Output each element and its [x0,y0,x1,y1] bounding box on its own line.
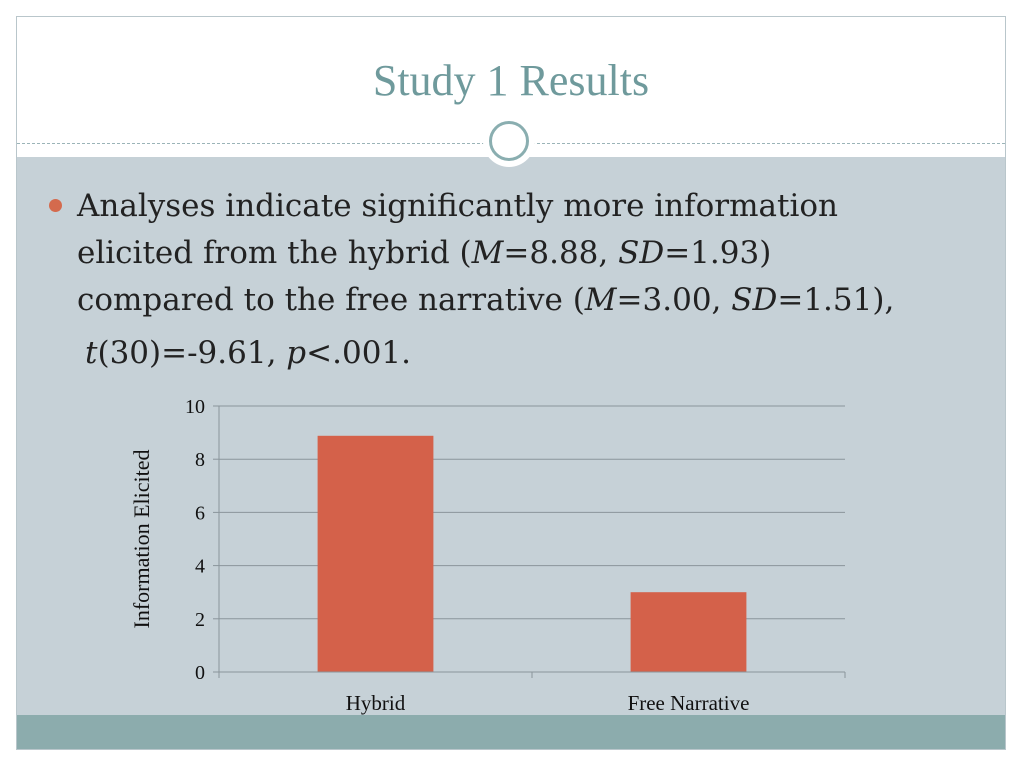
content-area [17,157,1005,717]
bullet-line: Analyses indicate significantly more inf… [77,183,969,230]
text-segment: =1.93) [664,235,772,271]
grid-lines [219,405,845,620]
italic-symbol: SD [618,235,665,271]
italic-symbol: p [286,335,307,371]
bar [317,435,434,672]
bullet-line: compared to the free narrative (M=3.00, … [77,277,969,324]
bar [630,592,747,672]
bullet-text: Analyses indicate significantly more inf… [77,183,969,377]
slide-title: Study 1 Results [372,56,650,105]
y-tick-label: 4 [195,556,205,578]
x-tick-label: Hybrid [346,691,406,715]
footer-bar [17,715,1005,749]
text-segment: compared to the free narrative ( [77,282,585,318]
italic-symbol: t [85,335,98,371]
text-segment: =3.00, [616,282,732,318]
y-tick-label: 8 [195,449,205,471]
bars [317,435,747,672]
divider-ring-icon [483,115,535,167]
y-axis-label: Information Elicited [129,450,154,629]
text-segment: elicited from the hybrid ( [77,235,472,271]
italic-symbol: M [471,235,504,271]
y-tick-label: 10 [185,396,205,418]
slide: Study 1 Results Analyses indicate signif… [16,16,1006,750]
text-segment: =8.88, [503,235,619,271]
text-segment: =1.51), [777,282,895,318]
italic-symbol: M [584,282,617,318]
bar-chart: 0 2 4 6 8 10 Hybrid Free Narrative Information … [129,396,846,715]
y-tick-label: 6 [195,502,205,524]
text-segment: <.001. [306,335,412,371]
axes: 0 2 4 6 8 10 Hybrid Free Narrative [185,396,846,715]
y-tick-label: 0 [195,662,205,684]
text-segment: Analyses indicate significantly more inf… [77,188,838,224]
bullet-line: t(30)=-9.61, p<.001. [77,330,969,377]
bullet-dot-icon [49,199,62,212]
x-tick-label: Free Narrative [628,691,750,715]
y-tick-label: 2 [195,609,205,631]
bullet-item: Analyses indicate significantly more inf… [49,183,969,377]
bullet-line: elicited from the hybrid (M=8.88, SD=1.9… [77,230,969,277]
italic-symbol: SD [731,282,778,318]
text-segment: (30)=-9.61, [97,335,287,371]
